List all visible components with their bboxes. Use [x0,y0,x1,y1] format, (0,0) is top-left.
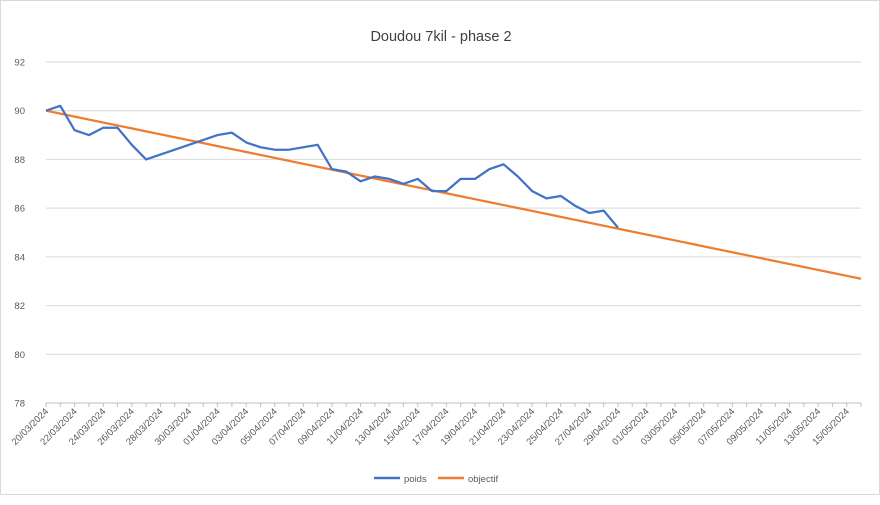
y-tick-label-90: 90 [14,106,25,117]
chart-title: Doudou 7kil - phase 2 [370,29,511,45]
legend-item-objectif: objectif [438,474,498,485]
x-axis-ticks: 20/03/202422/03/202424/03/202426/03/2024… [10,406,852,447]
y-tick-label-82: 82 [14,301,25,312]
series-line-poids [45,104,619,229]
series-line-objectif [45,109,862,280]
y-tick-label-78: 78 [14,399,25,410]
y-tick-label-92: 92 [14,58,25,69]
y-tick-label-86: 86 [14,204,25,215]
legend-label-objectif: objectif [468,474,498,485]
y-tick-label-88: 88 [14,155,25,166]
legend-item-poids: poids [374,474,427,485]
legend: poids objectif [374,474,498,485]
y-tick-label-84: 84 [14,252,25,263]
line-chart: Doudou 7kil - phase 2 78 80 82 84 86 88 90 92 2… [10,29,862,485]
y-tick-label-80: 80 [14,350,25,361]
legend-label-poids: poids [404,474,427,485]
gridlines [46,61,861,355]
y-axis-ticks: 78 80 82 84 86 88 90 92 [14,58,25,410]
x-axis [45,402,862,407]
series-layer [45,104,862,280]
